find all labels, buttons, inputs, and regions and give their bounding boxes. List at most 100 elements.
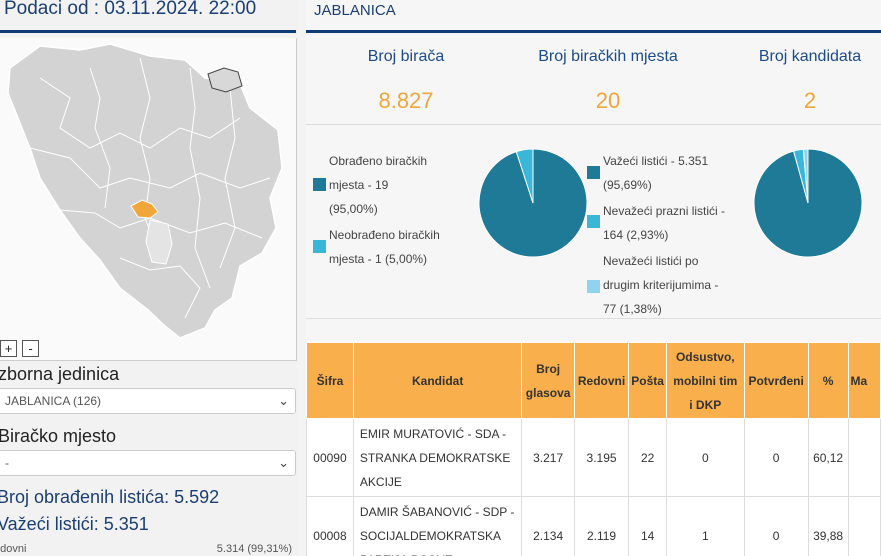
electoral-unit-select[interactable]: JABLANICA (126) ⌄	[0, 388, 296, 414]
candidate-name-line3: PARTIJA BOSNE	[360, 548, 520, 556]
electoral-unit-value: JABLANICA (126)	[5, 394, 102, 408]
polling-stations-value: 20	[595, 88, 621, 113]
valid-ballots-count: Važeći listići: 5.351	[0, 514, 149, 534]
voters-value: 8.827	[378, 88, 434, 113]
legend-processed-swatch	[313, 178, 326, 191]
polling-station-select[interactable]: - ⌄	[0, 450, 296, 476]
cell-absent: 0	[665, 418, 745, 497]
polling-station-label: Biračko mjesto	[0, 426, 117, 446]
candidate-name-line1: EMIR MURATOVIĆ - SDA -	[359, 426, 507, 441]
legend-processed-line1: Obrađeno biračkih	[329, 154, 428, 168]
col-header-absent-l1: Odsustvo,	[675, 349, 735, 364]
header-rule	[0, 30, 296, 33]
cell-candidate: EMIR MURATOVIĆ - SDA - STRANKA DEMOKRATS…	[352, 418, 523, 497]
divider	[306, 124, 881, 125]
col-header-code[interactable]: Šifra	[306, 342, 354, 419]
cell-cut	[847, 496, 881, 556]
map-highlight-jablanica	[130, 199, 159, 219]
legend-blank-line2: 164 (2,93%)	[603, 228, 669, 242]
header-rule	[306, 30, 881, 33]
regular-ballots-row: edovni 5.314 (99,31%)	[0, 543, 296, 555]
polling-stations-pie[interactable]	[478, 148, 588, 258]
pie-slice-other[interactable]	[802, 148, 809, 204]
col-header-votes-l1: Broj	[536, 361, 561, 376]
candidates-value: 2	[803, 88, 817, 113]
legend-processed-line3: (95,00%)	[329, 202, 378, 216]
map-country-outline	[7, 43, 283, 339]
cell-regular: 3.195	[573, 418, 630, 497]
processed-ballots-count: Broj obrađenih listića: 5.592	[0, 487, 220, 507]
cell-votes: 3.217	[521, 418, 575, 497]
cell-code: 00090	[306, 418, 354, 497]
pie-slices	[478, 148, 588, 258]
map-panel[interactable]	[0, 38, 297, 361]
cell-percent: 60,12	[807, 418, 849, 497]
cell-candidate: DAMIR ŠABANOVIĆ - SDP - SOCIJALDEMOKRATS…	[352, 496, 523, 556]
col-header-percent[interactable]: %	[807, 342, 849, 419]
candidates-label: Broj kandidata	[758, 48, 862, 65]
zoom-out-button[interactable]: -	[22, 340, 39, 357]
right-panel: JABLANICA Broj birača 8.827 Broj birački…	[306, 0, 881, 556]
table-row[interactable]: 00008 DAMIR ŠABANOVIĆ - SDP - SOCIJALDEM…	[306, 496, 881, 556]
cell-cut	[847, 418, 881, 497]
legend-unprocessed-swatch	[313, 240, 326, 253]
col-header-candidate[interactable]: Kandidat	[352, 342, 523, 419]
electoral-unit-label: zborna jedinica	[0, 364, 120, 384]
cell-confirmed: 0	[743, 418, 809, 497]
voters-label: Broj birača	[367, 48, 445, 65]
cell-regular: 2.119	[573, 496, 630, 556]
cell-votes: 2.134	[521, 496, 575, 556]
col-header-absent[interactable]: Odsustvo, mobilni tim i DKP	[665, 342, 745, 419]
cell-code: 00008	[306, 496, 354, 556]
divider	[306, 318, 881, 319]
left-panel: Podaci od : 03.11.2024. 22:00 + - zborna…	[0, 0, 298, 556]
legend-blank-line1: Nevažeći prazni listići -	[603, 204, 726, 218]
data-date-title: Podaci od : 03.11.2024. 22:00	[4, 0, 257, 19]
table-row[interactable]: 00090 EMIR MURATOVIĆ - SDA - STRANKA DEM…	[306, 418, 881, 497]
legend-valid-line2: (95,69%)	[603, 178, 652, 192]
legend-unprocessed-line2: mjesta - 1 (5,00%)	[329, 252, 428, 266]
chevron-down-icon: ⌄	[278, 455, 289, 470]
cell-absent: 1	[665, 496, 745, 556]
results-table: Šifra Kandidat Broj glasova Redovni Pošt…	[306, 342, 881, 556]
col-header-mail[interactable]: Pošta	[628, 342, 667, 419]
chevron-down-icon: ⌄	[278, 393, 289, 408]
col-header-votes-l2: glasova	[525, 385, 571, 400]
bih-map[interactable]	[0, 38, 296, 360]
cell-percent: 39,88	[807, 496, 849, 556]
cell-confirmed: 0	[743, 496, 809, 556]
candidate-name-line2: SOCIJALDEMOKRATSKA	[359, 528, 502, 543]
polling-station-value: -	[5, 456, 9, 470]
legend-other-line3: 77 (1,38%)	[603, 302, 662, 316]
map-region-outline	[207, 67, 243, 93]
municipality-title: JABLANICA	[314, 2, 396, 19]
regular-ballots-value: 5.314 (99,31%)	[216, 543, 292, 555]
legend-processed-line2: mjesta - 19	[329, 178, 389, 192]
col-header-absent-l2: mobilni tim	[673, 373, 738, 388]
legend-blank-swatch	[587, 215, 600, 228]
regular-ballots-label: edovni	[0, 543, 27, 555]
col-header-cut[interactable]: Ma	[847, 342, 881, 419]
legend-valid-line1: Važeći listići - 5.351	[603, 154, 709, 168]
results-table-container: Šifra Kandidat Broj glasova Redovni Pošt…	[306, 342, 881, 556]
legend-unprocessed-line1: Neobrađeno biračkih	[329, 228, 440, 242]
candidate-name-line1: DAMIR ŠABANOVIĆ - SDP -	[359, 504, 515, 519]
col-header-regular[interactable]: Redovni	[573, 342, 630, 419]
legend-other-line2: drugim kriterijumima -	[603, 278, 719, 292]
pie-slices	[753, 148, 863, 258]
map-adjacent-region	[145, 219, 173, 265]
ballots-pie[interactable]	[753, 148, 863, 258]
candidate-name-line3: AKCIJE	[359, 474, 402, 489]
col-header-confirmed[interactable]: Potvrđeni	[743, 342, 809, 419]
col-header-votes[interactable]: Broj glasova	[521, 342, 575, 419]
cell-mail: 22	[628, 418, 667, 497]
legend-other-swatch	[587, 280, 600, 293]
candidate-name-line2: STRANKA DEMOKRATSKE	[359, 450, 511, 465]
zoom-in-button[interactable]: +	[0, 340, 17, 357]
legend-other-line1: Nevažeći listići po	[603, 254, 699, 268]
legend-valid-swatch	[587, 166, 600, 179]
col-header-absent-l3: i DKP	[689, 397, 722, 412]
cell-mail: 14	[628, 496, 667, 556]
pie-slice-unprocessed[interactable]	[515, 148, 534, 204]
polling-stations-label: Broj biračkih mjesta	[538, 48, 678, 65]
